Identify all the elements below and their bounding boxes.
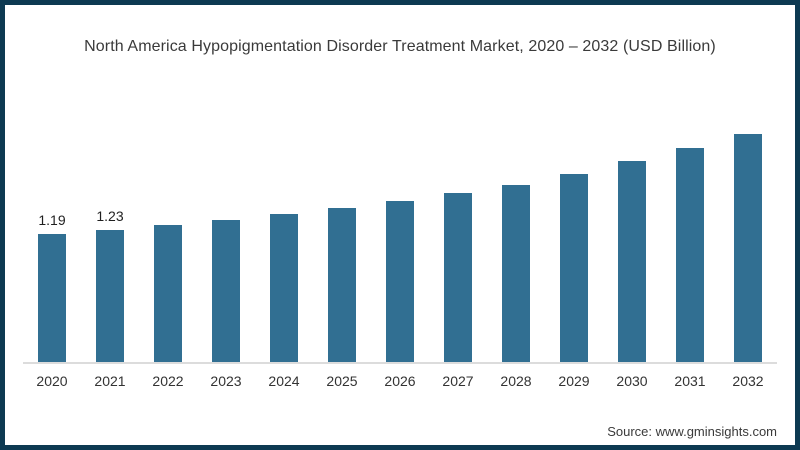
x-axis-label: 2031 xyxy=(674,373,706,389)
bar xyxy=(618,160,646,362)
bar xyxy=(386,200,414,362)
bars-row: 1.19 1.23 xyxy=(23,120,777,364)
bar xyxy=(502,184,530,362)
source-credit: Source: www.gminsights.com xyxy=(607,424,777,439)
chart-title: North America Hypopigmentation Disorder … xyxy=(84,38,716,55)
x-axis-label: 2021 xyxy=(94,373,126,389)
bar-column xyxy=(429,120,487,362)
x-axis-label: 2024 xyxy=(268,373,300,389)
bar-column xyxy=(661,120,719,362)
bar xyxy=(734,133,762,362)
bar-column: 1.19 xyxy=(23,120,81,362)
x-axis-label: 2030 xyxy=(616,373,648,389)
bar xyxy=(38,234,66,362)
bar-column xyxy=(371,120,429,362)
bar xyxy=(328,208,356,362)
x-axis-label: 2022 xyxy=(152,373,184,389)
bar-column xyxy=(313,120,371,362)
x-axis-label: 2028 xyxy=(500,373,532,389)
x-axis-label: 2029 xyxy=(558,373,590,389)
bar-column xyxy=(139,120,197,362)
bar xyxy=(96,229,124,362)
bar-value-label: 1.23 xyxy=(96,207,124,224)
x-axis-label: 2026 xyxy=(384,373,416,389)
bar-column xyxy=(487,120,545,362)
bar-column: 1.23 xyxy=(81,120,139,362)
bar xyxy=(212,220,240,362)
x-axis-label: 2027 xyxy=(442,373,474,389)
bar-column xyxy=(255,120,313,362)
bar xyxy=(154,225,182,362)
bar-value-label: 1.19 xyxy=(38,212,66,228)
bar-chart: 1.19 1.23 2020 2021 2022 2023 2024 2025 2026 202… xyxy=(23,120,777,389)
x-axis-label: 2025 xyxy=(326,373,358,389)
bar-column xyxy=(719,120,777,362)
x-axis-labels-row: 2020 2021 2022 2023 2024 2025 2026 2027 2028 2029… xyxy=(23,373,777,389)
bar-column xyxy=(545,120,603,362)
bar xyxy=(444,193,472,362)
bar xyxy=(560,173,588,362)
x-axis-label: 2032 xyxy=(732,373,764,389)
x-axis-label: 2020 xyxy=(36,373,68,389)
bar xyxy=(676,147,704,362)
x-axis-label: 2023 xyxy=(210,373,242,389)
bar-column xyxy=(197,120,255,362)
bar xyxy=(270,213,298,362)
bar-column xyxy=(603,120,661,362)
